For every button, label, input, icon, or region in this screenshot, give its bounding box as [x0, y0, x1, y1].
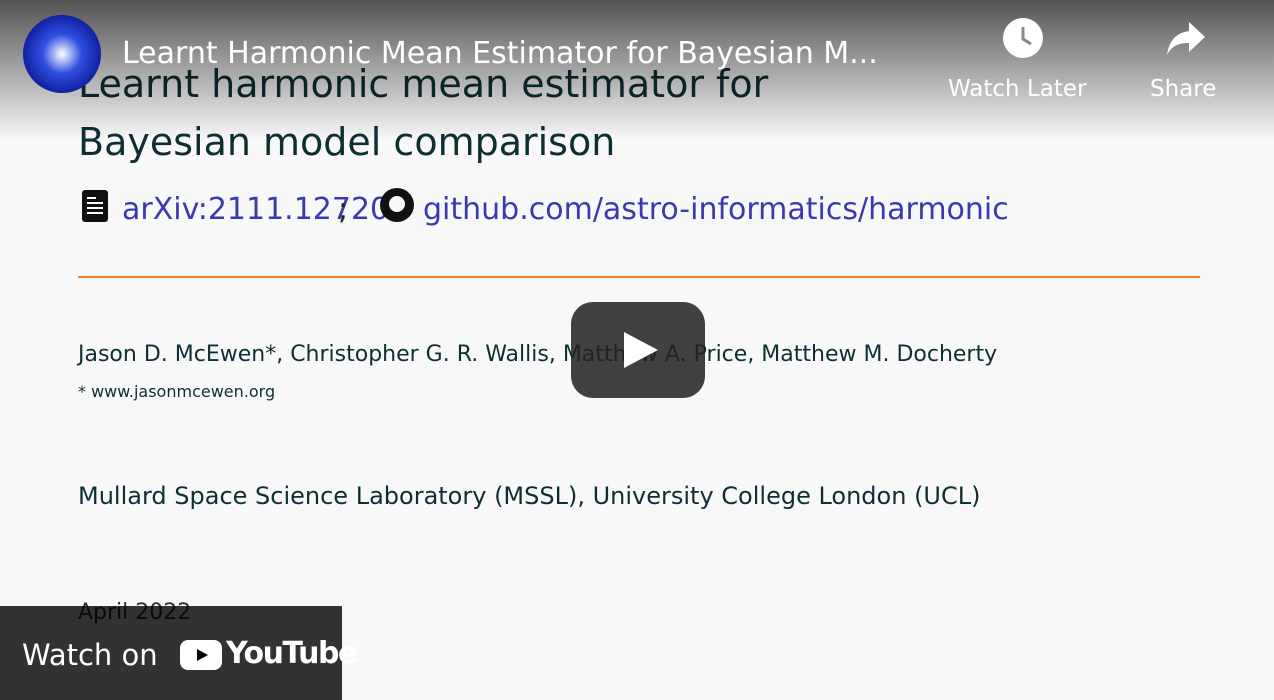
watch-on-youtube[interactable]: Watch on YouTube	[0, 606, 358, 700]
watch-later[interactable]: Watch Later	[948, 76, 1087, 102]
github-icon	[380, 188, 414, 222]
youtube-wordmark: YouTube	[226, 636, 358, 671]
footnote-mark: *	[78, 382, 86, 401]
clock-icon[interactable]	[1002, 17, 1044, 59]
share-icon[interactable]	[1165, 20, 1207, 56]
arxiv-link[interactable]: arXiv:2111.12720	[122, 192, 390, 227]
divider	[78, 276, 1200, 278]
youtube-logo	[180, 640, 222, 670]
authors: Jason D. McEwen*, Christopher G. R. Wall…	[78, 342, 998, 367]
channel-avatar[interactable]	[22, 14, 102, 94]
footnote: www.jasonmcewen.org	[91, 382, 276, 401]
play-button[interactable]	[571, 302, 705, 398]
watch-on: Watch on	[22, 638, 158, 672]
github-link[interactable]: github.com/astro-informatics/harmonic	[423, 192, 1009, 227]
separator: ;	[338, 192, 349, 227]
affiliation: Mullard Space Science Laboratory (MSSL),…	[78, 482, 981, 510]
share[interactable]: Share	[1150, 76, 1217, 102]
video-title[interactable]: Learnt Harmonic Mean Estimator for Bayes…	[122, 36, 878, 71]
paper-icon	[82, 190, 108, 222]
top-gradient	[0, 0, 1274, 140]
